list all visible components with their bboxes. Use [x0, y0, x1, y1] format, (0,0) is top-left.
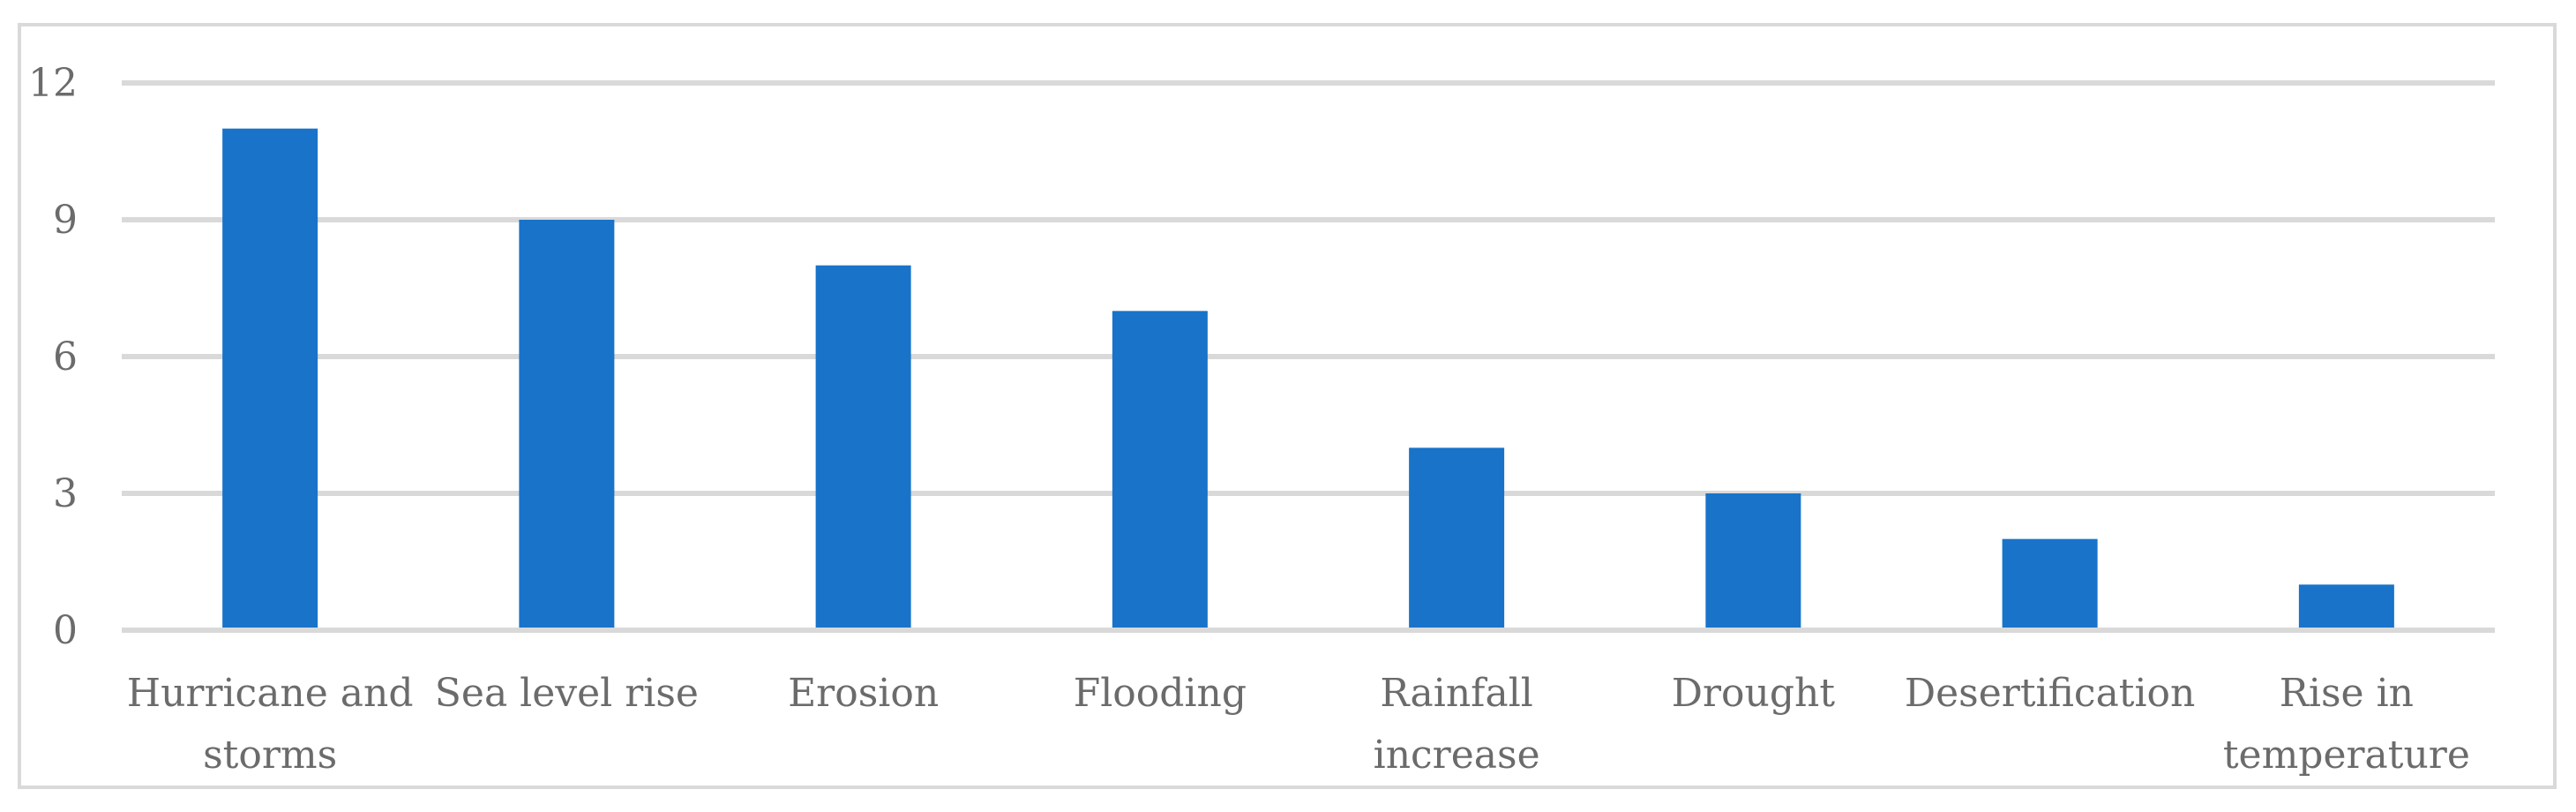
bar: [1112, 311, 1208, 630]
bar: [2298, 584, 2394, 630]
x-category-label-line: storms: [203, 733, 337, 778]
bar: [222, 128, 318, 630]
x-category-label: Erosion: [788, 671, 939, 716]
x-category-label-line: temperature: [2223, 733, 2470, 778]
x-category-label-line: Rainfall: [1380, 671, 1532, 716]
x-category-label: Flooding: [1074, 671, 1247, 716]
gridlines: [122, 80, 2495, 633]
bar: [2002, 538, 2098, 630]
x-category-label: Hurricane and storms: [127, 671, 414, 778]
x-category-label: Desertification: [1905, 671, 2196, 716]
bars: [122, 128, 2495, 633]
x-category-label: Sea level rise: [435, 671, 699, 716]
x-category-label-line: Erosion: [788, 671, 939, 716]
y-tick-label: 9: [53, 198, 78, 243]
y-tick-label: 12: [28, 61, 78, 106]
x-category-label-line: Drought: [1672, 671, 1836, 716]
x-category-label-line: Flooding: [1074, 671, 1247, 716]
y-tick-label: 6: [53, 335, 78, 380]
x-category-label: Rainfall increase: [1374, 671, 1540, 778]
x-category-label: Rise in temperature: [2223, 671, 2470, 778]
chart-frame: [18, 23, 2557, 789]
y-axis-ticks: 0 3 6 9 12: [28, 61, 78, 653]
bar: [1409, 447, 1505, 630]
y-tick-label: 3: [53, 471, 78, 516]
bar: [519, 220, 615, 630]
x-category-label: Drought: [1672, 671, 1836, 716]
x-category-label-line: Sea level rise: [435, 671, 699, 716]
x-category-label-line: increase: [1374, 733, 1540, 778]
bar: [815, 265, 911, 630]
y-tick-label: 0: [53, 608, 78, 653]
x-category-label-line: Hurricane and: [127, 671, 414, 716]
x-category-label-line: Rise in: [2280, 671, 2414, 716]
x-category-label-line: Desertification: [1905, 671, 2196, 716]
x-axis-labels: Hurricane and storms Sea level rise Erosion…: [127, 671, 2470, 778]
bar: [1705, 493, 1801, 630]
